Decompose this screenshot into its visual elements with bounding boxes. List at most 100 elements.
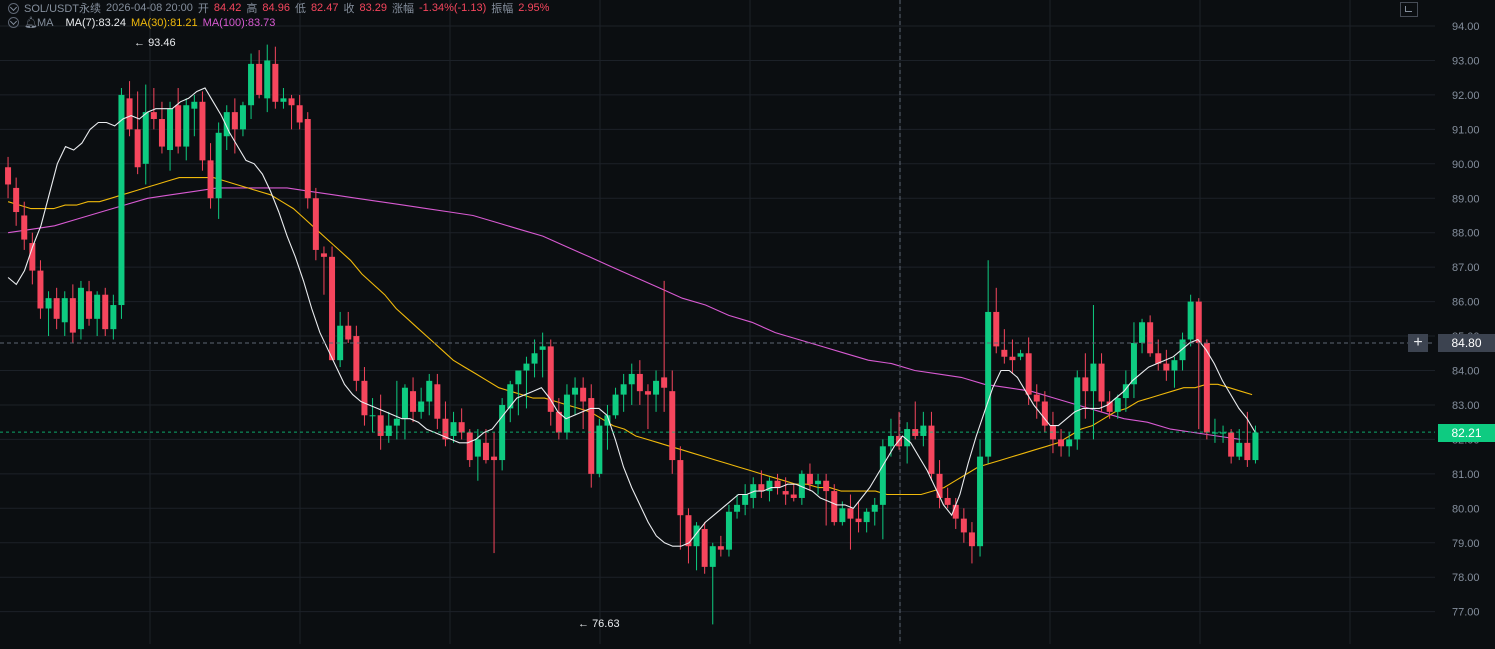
candle-body [296, 105, 303, 123]
y-tick-label: 94.00 [1452, 21, 1480, 33]
y-tick-label: 92.00 [1452, 90, 1480, 102]
change-label: 涨幅 [392, 3, 414, 15]
candle-body [1236, 442, 1243, 457]
candle-body [831, 491, 838, 523]
candle-body [871, 504, 878, 512]
candle-body [920, 425, 927, 436]
ma-legend: 🔔︎ MA MA(7):83.24 MA(30):81.21 MA(100):8… [8, 16, 280, 29]
candle-body [507, 384, 514, 409]
candle-body [1025, 353, 1032, 395]
candle-body [636, 373, 643, 392]
grid-lines [0, 0, 1435, 644]
candle-body [434, 384, 441, 419]
candle-body [936, 473, 943, 498]
candle-body [653, 380, 660, 395]
candle-body [401, 387, 408, 419]
candle-body [1147, 322, 1154, 354]
candle-body [620, 384, 627, 395]
candle-body [61, 298, 68, 323]
candle-body [1017, 353, 1024, 357]
low-label: 低 [294, 3, 306, 15]
candle-body [37, 270, 44, 309]
candle-body [304, 119, 311, 199]
candle-body [839, 508, 846, 523]
candle-body [1203, 342, 1210, 433]
close-label: 收 [343, 3, 355, 15]
candle-body [320, 253, 327, 257]
candle-body [110, 305, 117, 330]
candle-body [1122, 384, 1129, 399]
candle-body [596, 425, 603, 474]
candle-body [725, 511, 732, 550]
ma100-value: MA(100):83.73 [202, 16, 276, 29]
candle-body [547, 346, 554, 412]
ma30-value: MA(30):81.21 [131, 16, 198, 29]
collapse-toggle-icon[interactable] [8, 2, 19, 14]
candle-body [798, 473, 805, 498]
candle-body [1187, 301, 1194, 340]
candle-body [815, 480, 822, 485]
candle-body [369, 415, 376, 417]
y-tick-label: 83.00 [1452, 400, 1480, 412]
y-tick-label: 93.00 [1452, 55, 1480, 67]
candle-body [466, 432, 473, 461]
candle-body [118, 94, 125, 306]
candle-body [1139, 322, 1146, 343]
indicator-name[interactable]: MA [36, 16, 54, 29]
candle-body [677, 460, 684, 516]
bell-icon[interactable]: 🔔︎ [24, 17, 38, 29]
candle-body [709, 546, 716, 567]
candle-body [750, 484, 757, 498]
candle-body [223, 112, 230, 137]
candle-body [134, 129, 141, 168]
candle-body [515, 370, 522, 385]
candle-body [491, 456, 498, 461]
candle-body [1106, 401, 1113, 412]
candle-body [612, 394, 619, 416]
candle-body [337, 325, 344, 361]
candle-body [904, 429, 911, 447]
ohlc-legend: SOL/USDT永续 2026-04-08 20:00 开 84.42 高 84.9… [8, 0, 554, 16]
collapse-toggle-icon[interactable] [8, 17, 19, 28]
high-marker: ← 93.46 [134, 37, 176, 49]
candle-body [1155, 353, 1162, 364]
candle-body [418, 401, 425, 412]
candle-body [1082, 377, 1089, 392]
candle-body [199, 101, 206, 161]
candle-body [207, 160, 214, 199]
candle-body [758, 484, 765, 492]
amplitude-value: 2.95% [518, 2, 550, 14]
candle-body [1130, 342, 1137, 385]
candle-body [1090, 363, 1097, 392]
add-alert-plus-icon[interactable]: + [1408, 334, 1428, 352]
candle-body [960, 518, 967, 533]
candle-body [231, 112, 238, 130]
y-tick-label: 91.00 [1452, 124, 1480, 136]
ma100-polyline [8, 187, 1241, 440]
candle-body [13, 187, 20, 213]
datetime-label: 2026-04-08 20:00 [106, 2, 193, 14]
y-tick-label: 87.00 [1452, 262, 1480, 274]
candle-body [426, 380, 433, 402]
low-marker: ← 76.63 [578, 618, 620, 630]
candle-body [450, 422, 457, 436]
candle-body [256, 63, 263, 95]
low-value: 82.47 [310, 2, 339, 14]
candle-body [1098, 363, 1105, 402]
candle-body [523, 363, 530, 371]
expand-icon[interactable] [1400, 2, 1418, 17]
high-label: 高 [246, 3, 258, 15]
candle-body [77, 287, 84, 330]
high-value: 84.96 [262, 2, 290, 14]
ma7-value: MA(7):83.24 [65, 16, 126, 29]
y-tick-label: 86.00 [1452, 297, 1480, 309]
candle-body [539, 346, 546, 350]
last-price-tag: 82.21 [1438, 424, 1495, 442]
candle-body [1179, 339, 1186, 361]
amplitude-label: 振幅 [491, 3, 514, 15]
candle-body [1033, 394, 1040, 402]
candle-body [126, 98, 133, 130]
candle-body [239, 105, 246, 130]
